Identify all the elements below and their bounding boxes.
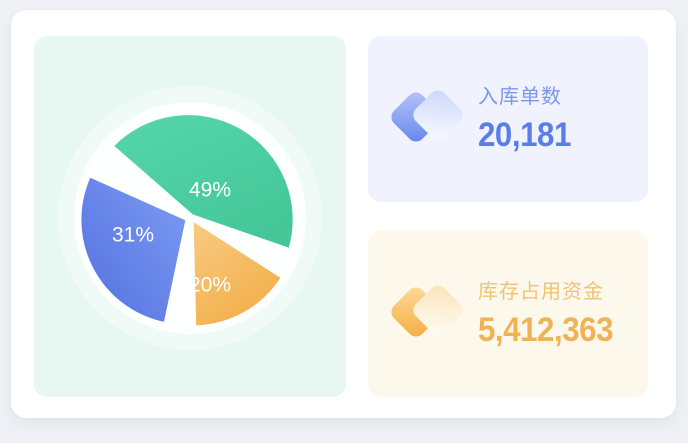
stat-card-inbound-orders[interactable]: 入库单数 20,181 [368, 36, 648, 202]
pie-slice-label-1: 31% [112, 224, 154, 247]
pie-slice-1[interactable] [80, 176, 187, 324]
stat-text-group: 库存占用资金 5,412,363 [478, 279, 625, 349]
pie-slice-2[interactable] [192, 220, 282, 327]
pie-chart-card: 49% 31% 20% [34, 36, 346, 397]
dashboard-panel: 49% 31% 20% [11, 10, 676, 418]
stat-label-inbound-orders: 入库单数 [478, 85, 562, 108]
pie-slice-label-2: 20% [189, 274, 231, 297]
stat-value-inbound-orders: 20,181 [478, 115, 571, 154]
pie-slice-0[interactable] [112, 113, 294, 250]
pie-slice-label-0: 49% [189, 179, 231, 202]
stacked-diamonds-icon [390, 81, 466, 157]
pie-chart-svg: 49% 31% 20% [80, 113, 294, 327]
pie-chart: 49% 31% 20% [58, 86, 322, 350]
stat-text-group: 入库单数 20,181 [478, 84, 579, 154]
stat-value-inventory-funds: 5,412,363 [478, 310, 614, 349]
stacked-diamonds-icon [390, 276, 466, 352]
stat-card-inventory-funds[interactable]: 库存占用资金 5,412,363 [368, 231, 648, 397]
stat-label-inventory-funds: 库存占用资金 [478, 280, 604, 303]
